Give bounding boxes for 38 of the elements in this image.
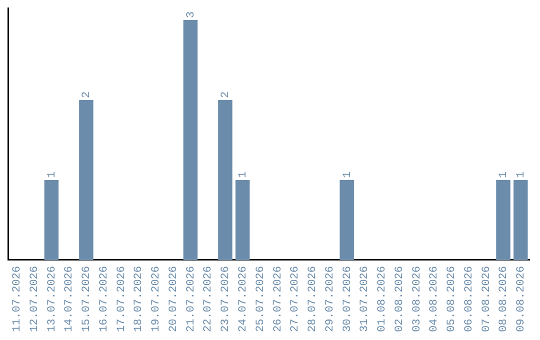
x-tick-label: 11.07.2026: [12, 266, 24, 332]
data-label: 1: [238, 170, 250, 178]
data-label: 1: [46, 170, 58, 178]
x-tick-label: 14.07.2026: [64, 266, 76, 332]
data-label: 1: [498, 170, 510, 178]
x-tick-label: 20.07.2026: [168, 266, 180, 332]
x-tick-label: 15.07.2026: [81, 266, 94, 332]
x-tick-label: 18.07.2026: [133, 266, 146, 332]
x-tick-label: 02.08.2026: [394, 266, 406, 332]
x-tick-label: 13.07.2026: [46, 266, 58, 332]
x-tick-label: 16.07.2026: [98, 266, 110, 332]
x-tick-label: 07.08.2026: [480, 266, 493, 332]
x-tick-label: 03.08.2026: [411, 266, 424, 332]
x-tick-label: 24.07.2026: [238, 266, 250, 332]
x-tick-label: 30.07.2026: [342, 266, 354, 332]
x-tick-label: 23.07.2026: [220, 266, 232, 332]
data-label: 2: [81, 91, 94, 98]
x-tick-label: 31.07.2026: [359, 266, 372, 332]
x-tick-label: 25.07.2026: [254, 266, 267, 332]
data-label: 1: [516, 170, 528, 178]
x-tick-label: 19.07.2026: [150, 266, 163, 332]
x-tick-label: 09.08.2026: [516, 266, 528, 332]
x-tick-label: 27.07.2026: [290, 266, 302, 332]
x-tick-label: 08.08.2026: [498, 266, 510, 332]
x-tick-label: 01.08.2026: [376, 266, 389, 332]
data-label: 3: [185, 11, 198, 18]
data-label: 2: [220, 91, 232, 98]
x-tick-label: 17.07.2026: [116, 266, 128, 332]
x-tick-label: 26.07.2026: [272, 266, 284, 332]
x-tick-label: 28.07.2026: [307, 266, 320, 332]
x-tick-label: 12.07.2026: [28, 266, 41, 332]
x-tick-label: 04.08.2026: [428, 266, 441, 332]
x-tick-label: 21.07.2026: [185, 266, 198, 332]
x-tick-label: 29.07.2026: [324, 266, 336, 332]
data-label: 1: [342, 170, 354, 178]
x-tick-label: 06.08.2026: [463, 266, 476, 332]
x-tick-label: 05.08.2026: [446, 266, 458, 332]
x-tick-label: 22.07.2026: [202, 266, 215, 332]
